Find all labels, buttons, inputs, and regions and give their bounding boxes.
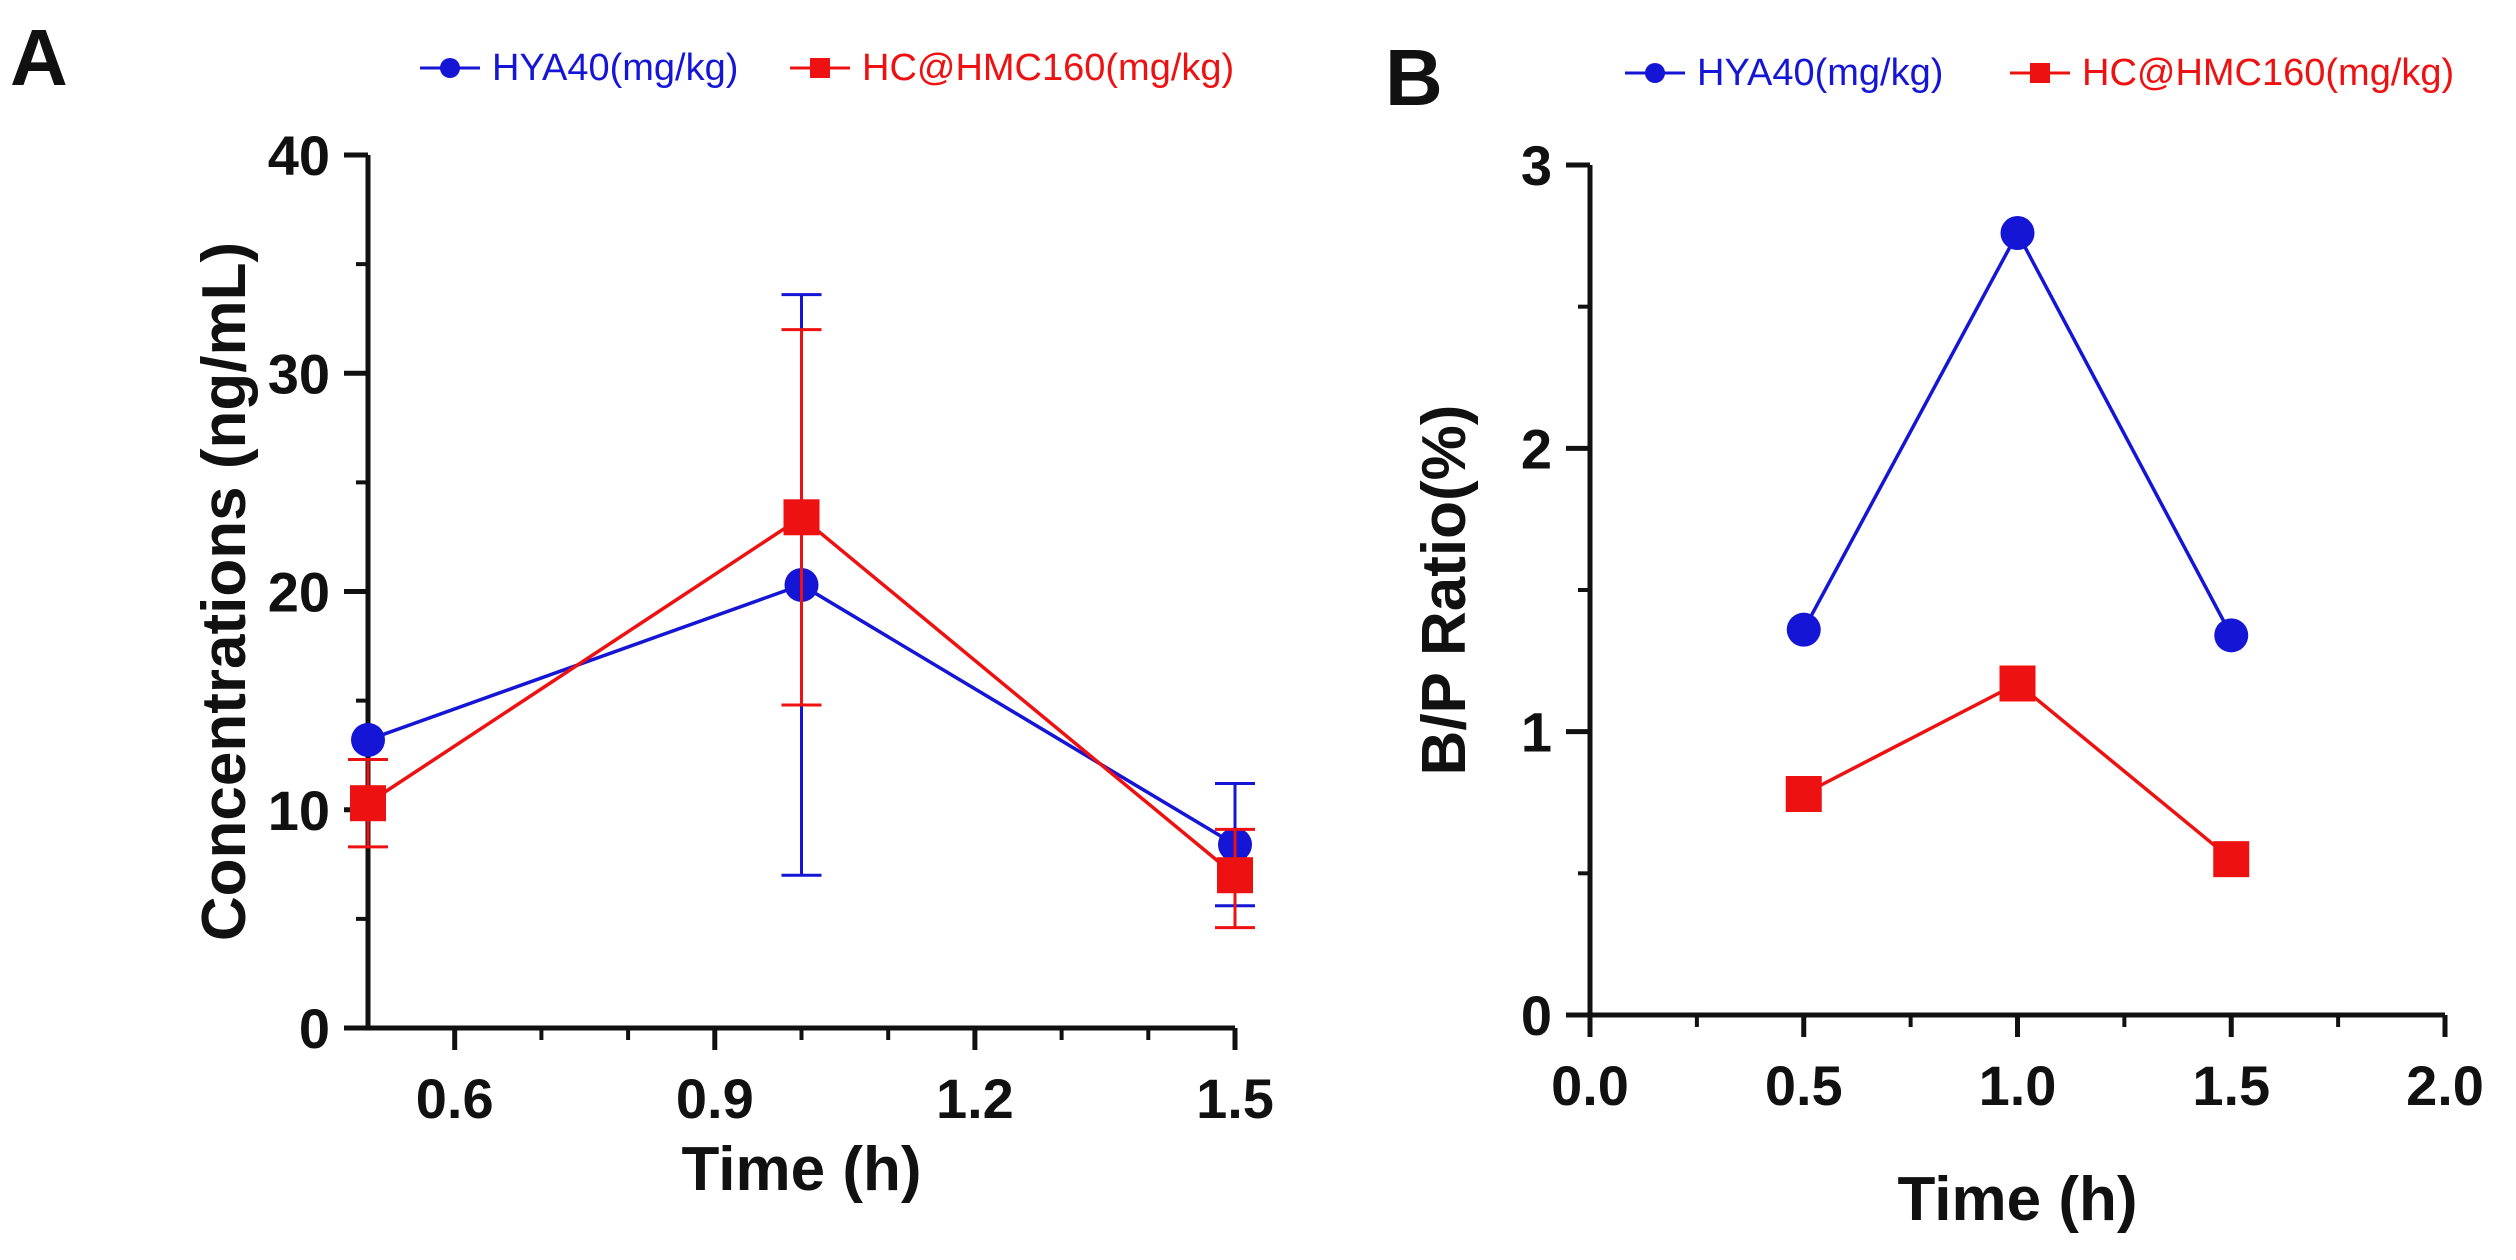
y-tick-label: 1	[1521, 701, 1552, 764]
legend: HYA40(mg/kg) HC@HMC160(mg/kg)	[1625, 52, 2454, 94]
y-tick-label: 0	[1521, 984, 1552, 1047]
x-tick-label: 0.0	[1551, 1054, 1629, 1117]
x-tick-label: 1.5	[2192, 1054, 2270, 1117]
y-tick-label: 20	[268, 561, 330, 624]
y-tick-label: 3	[1521, 134, 1552, 197]
series-2	[348, 328, 1255, 930]
data-point-square	[350, 785, 386, 822]
data-point-circle	[2000, 216, 2035, 250]
legend-marker-circle	[1645, 63, 1665, 83]
x-tick-label: 0.9	[676, 1067, 754, 1130]
legend-marker-square	[2030, 63, 2050, 83]
panel-label: B	[1385, 33, 1443, 122]
x-tick-label: 1.0	[1979, 1054, 2057, 1117]
series-2	[1785, 665, 2250, 878]
panel-label: A	[10, 13, 68, 102]
data-point-square	[783, 499, 820, 536]
x-tick-label: 1.2	[936, 1067, 1014, 1130]
legend-marker-square	[810, 58, 830, 78]
data-point-square	[1785, 776, 1822, 812]
series-1	[1786, 216, 2249, 653]
x-axis-title: Time (h)	[682, 1135, 922, 1204]
data-point-circle	[2214, 618, 2249, 653]
legend-label: HYA40(mg/kg)	[1697, 52, 1943, 94]
y-axis-title: B/P Ratio(%)	[1410, 405, 1479, 776]
x-tick-label: 0.6	[416, 1067, 494, 1130]
panel-a-chart: A 0 10 20 30 40 0.6 0.9 1.2 1.5 Time (h) Concentrat…	[10, 13, 1274, 1204]
x-axis-title: Time (h)	[1898, 1165, 2138, 1234]
legend-label: HYA40(mg/kg)	[492, 47, 738, 89]
x-tick-label: 1.5	[1196, 1067, 1274, 1130]
legend-marker-circle	[440, 58, 460, 78]
legend-label: HC@HMC160(mg/kg)	[862, 47, 1234, 89]
y-tick-label: 30	[268, 342, 330, 405]
series-line	[1802, 681, 2233, 861]
y-tick-label: 2	[1521, 417, 1552, 480]
x-tick-label: 0.5	[1765, 1054, 1843, 1117]
data-point-square	[2213, 841, 2250, 878]
data-point-circle	[351, 722, 385, 757]
data-point-circle	[1786, 612, 1821, 647]
x-tick-label: 2.0	[2406, 1054, 2484, 1117]
y-tick-label: 10	[268, 779, 330, 842]
y-tick-label: 40	[268, 124, 330, 187]
y-axis-title: Concentrations (ng/mL)	[190, 242, 259, 941]
legend: HYA40(mg/kg) HC@HMC160(mg/kg)	[420, 47, 1234, 89]
series-line	[1802, 229, 2233, 637]
data-point-square	[1217, 857, 1253, 894]
y-tick-label: 0	[299, 997, 330, 1060]
legend-label: HC@HMC160(mg/kg)	[2082, 52, 2454, 94]
data-point-square	[1999, 665, 2036, 702]
panel-b-chart: B 0 1 2 3 0.0 0.5 1.0 1.5 2.0 Time (h) B/P Ratio(%)…	[1385, 33, 2484, 1234]
